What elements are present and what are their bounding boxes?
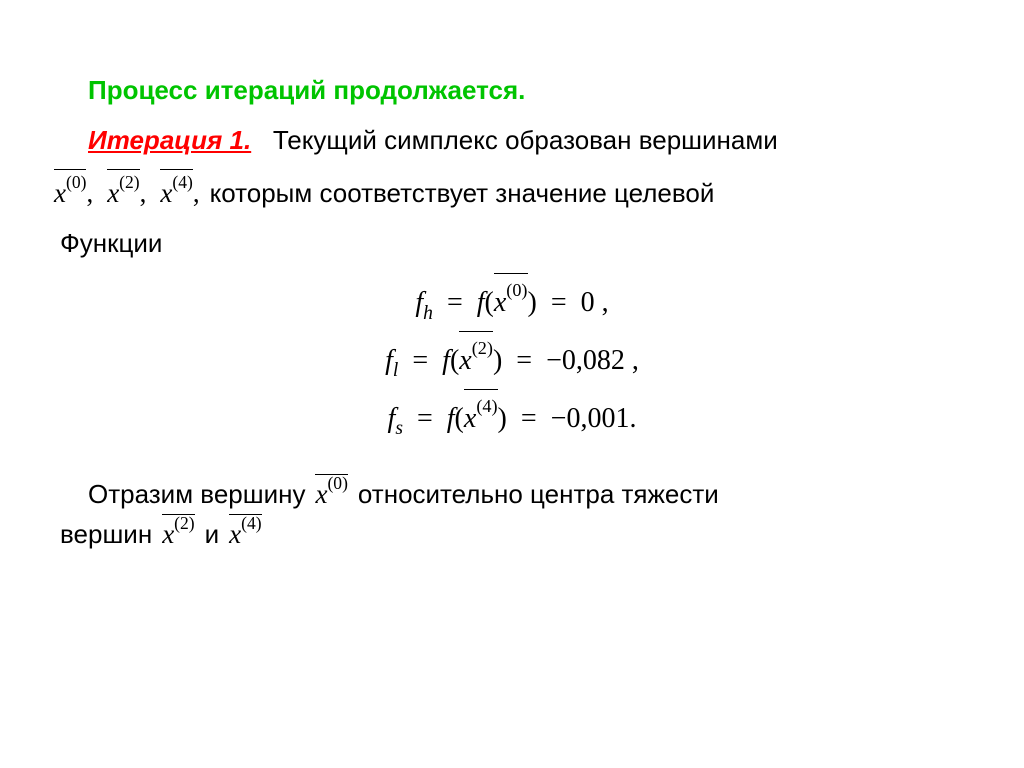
sup-0: (0)	[506, 280, 527, 300]
sym-f: f	[442, 345, 450, 376]
paren-open: (	[450, 345, 459, 376]
reflect-x2: x(2)	[158, 514, 198, 550]
formula-block: fh = f(x(0)) = 0 , fl = f(x(2)) = −0,082…	[40, 273, 984, 446]
paren-open: (	[485, 287, 494, 318]
sup-4: (4)	[476, 396, 497, 416]
heading-line: Процесс итераций продолжается.	[88, 70, 984, 112]
sub-s: s	[395, 418, 403, 439]
paren-close: )	[493, 345, 502, 376]
iter-label: Итерация 1.	[88, 125, 251, 155]
line1-tail: Текущий симплекс образован вершинами	[273, 125, 778, 155]
line2-tail: которым соответствует значение целевой	[210, 173, 715, 215]
var-x: x	[494, 287, 506, 318]
reflect-part3: вершин	[60, 519, 152, 550]
eq-1: =	[417, 403, 433, 434]
reflect-row-2: вершин x(2) и x(4)	[60, 514, 984, 550]
var-x: x	[229, 519, 241, 549]
trail-3: .	[629, 403, 636, 434]
sub-l: l	[393, 360, 398, 381]
trail-1: ,	[602, 287, 609, 318]
eq-1: =	[447, 287, 463, 318]
var-x: x	[315, 479, 327, 509]
reflect-and: и	[205, 519, 220, 550]
reflect-row-1: Отразим вершину x(0) относительно центра…	[88, 474, 984, 510]
sym-f: f	[447, 403, 455, 434]
var-x: x	[54, 178, 66, 208]
eq-2: =	[516, 345, 532, 376]
reflect-part2: относительно центра тяжести	[358, 479, 719, 510]
paren-close: )	[498, 403, 507, 434]
comma-3: ,	[193, 178, 200, 208]
eq-2: =	[551, 287, 567, 318]
comma-1: ,	[86, 178, 93, 208]
sup-2: (2)	[472, 338, 493, 358]
val-fl: −0,082	[546, 345, 625, 376]
sup-4: (4)	[241, 513, 261, 533]
sym-f: f	[415, 287, 423, 318]
formula-fh: fh = f(x(0)) = 0 ,	[40, 273, 984, 331]
heading-text: Процесс итераций продолжается.	[88, 75, 525, 105]
slide-root: Процесс итераций продолжается. Итерация …	[0, 0, 1024, 768]
trail-2: ,	[632, 345, 639, 376]
iter-tail	[258, 125, 272, 155]
sup-2: (2)	[119, 172, 139, 192]
var-x: x	[160, 178, 172, 208]
sym-f: f	[385, 345, 393, 376]
vertices-row: x(0), x(2), x(4), которым соответствует …	[50, 169, 984, 215]
vertex-x2: x(2),	[103, 169, 150, 215]
formula-fs: fs = f(x(4)) = −0,001.	[40, 389, 984, 447]
val-fh: 0	[581, 287, 595, 318]
var-x: x	[459, 345, 471, 376]
var-x: x	[162, 519, 174, 549]
sym-f: f	[477, 287, 485, 318]
iter-line: Итерация 1. Текущий симплекс образован в…	[88, 120, 984, 162]
eq-2: =	[521, 403, 537, 434]
var-x: x	[464, 403, 476, 434]
line3: Функции	[60, 223, 984, 265]
vertex-x4: x(4),	[156, 169, 203, 215]
sup-0: (0)	[327, 473, 347, 493]
eq-1: =	[412, 345, 428, 376]
comma-2: ,	[140, 178, 147, 208]
sup-2: (2)	[174, 513, 194, 533]
val-fs: −0,001	[551, 403, 630, 434]
sub-h: h	[423, 303, 433, 324]
sup-0: (0)	[66, 172, 86, 192]
sup-4: (4)	[172, 172, 192, 192]
reflect-x4: x(4)	[225, 514, 265, 550]
reflect-x0: x(0)	[311, 474, 351, 510]
var-x: x	[107, 178, 119, 208]
vertex-x0: x(0),	[50, 169, 97, 215]
paren-close: )	[528, 287, 537, 318]
paren-open: (	[455, 403, 464, 434]
reflect-part1: Отразим вершину	[88, 479, 305, 510]
formula-fl: fl = f(x(2)) = −0,082 ,	[40, 331, 984, 389]
